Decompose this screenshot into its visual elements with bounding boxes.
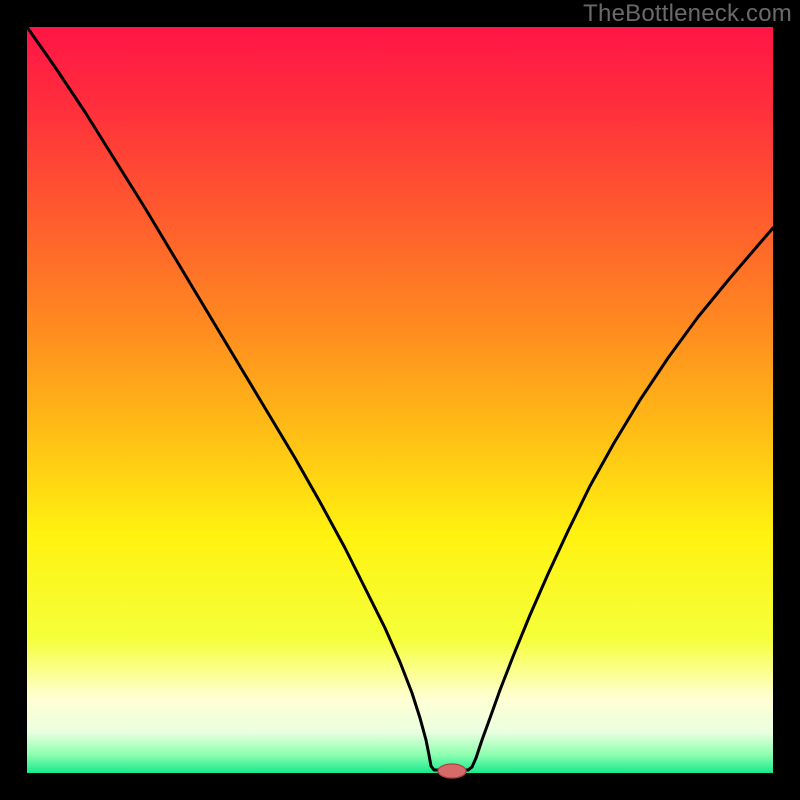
watermark-text: TheBottleneck.com: [583, 0, 792, 28]
bottleneck-chart: [0, 0, 800, 800]
optimal-point-marker: [438, 764, 466, 778]
